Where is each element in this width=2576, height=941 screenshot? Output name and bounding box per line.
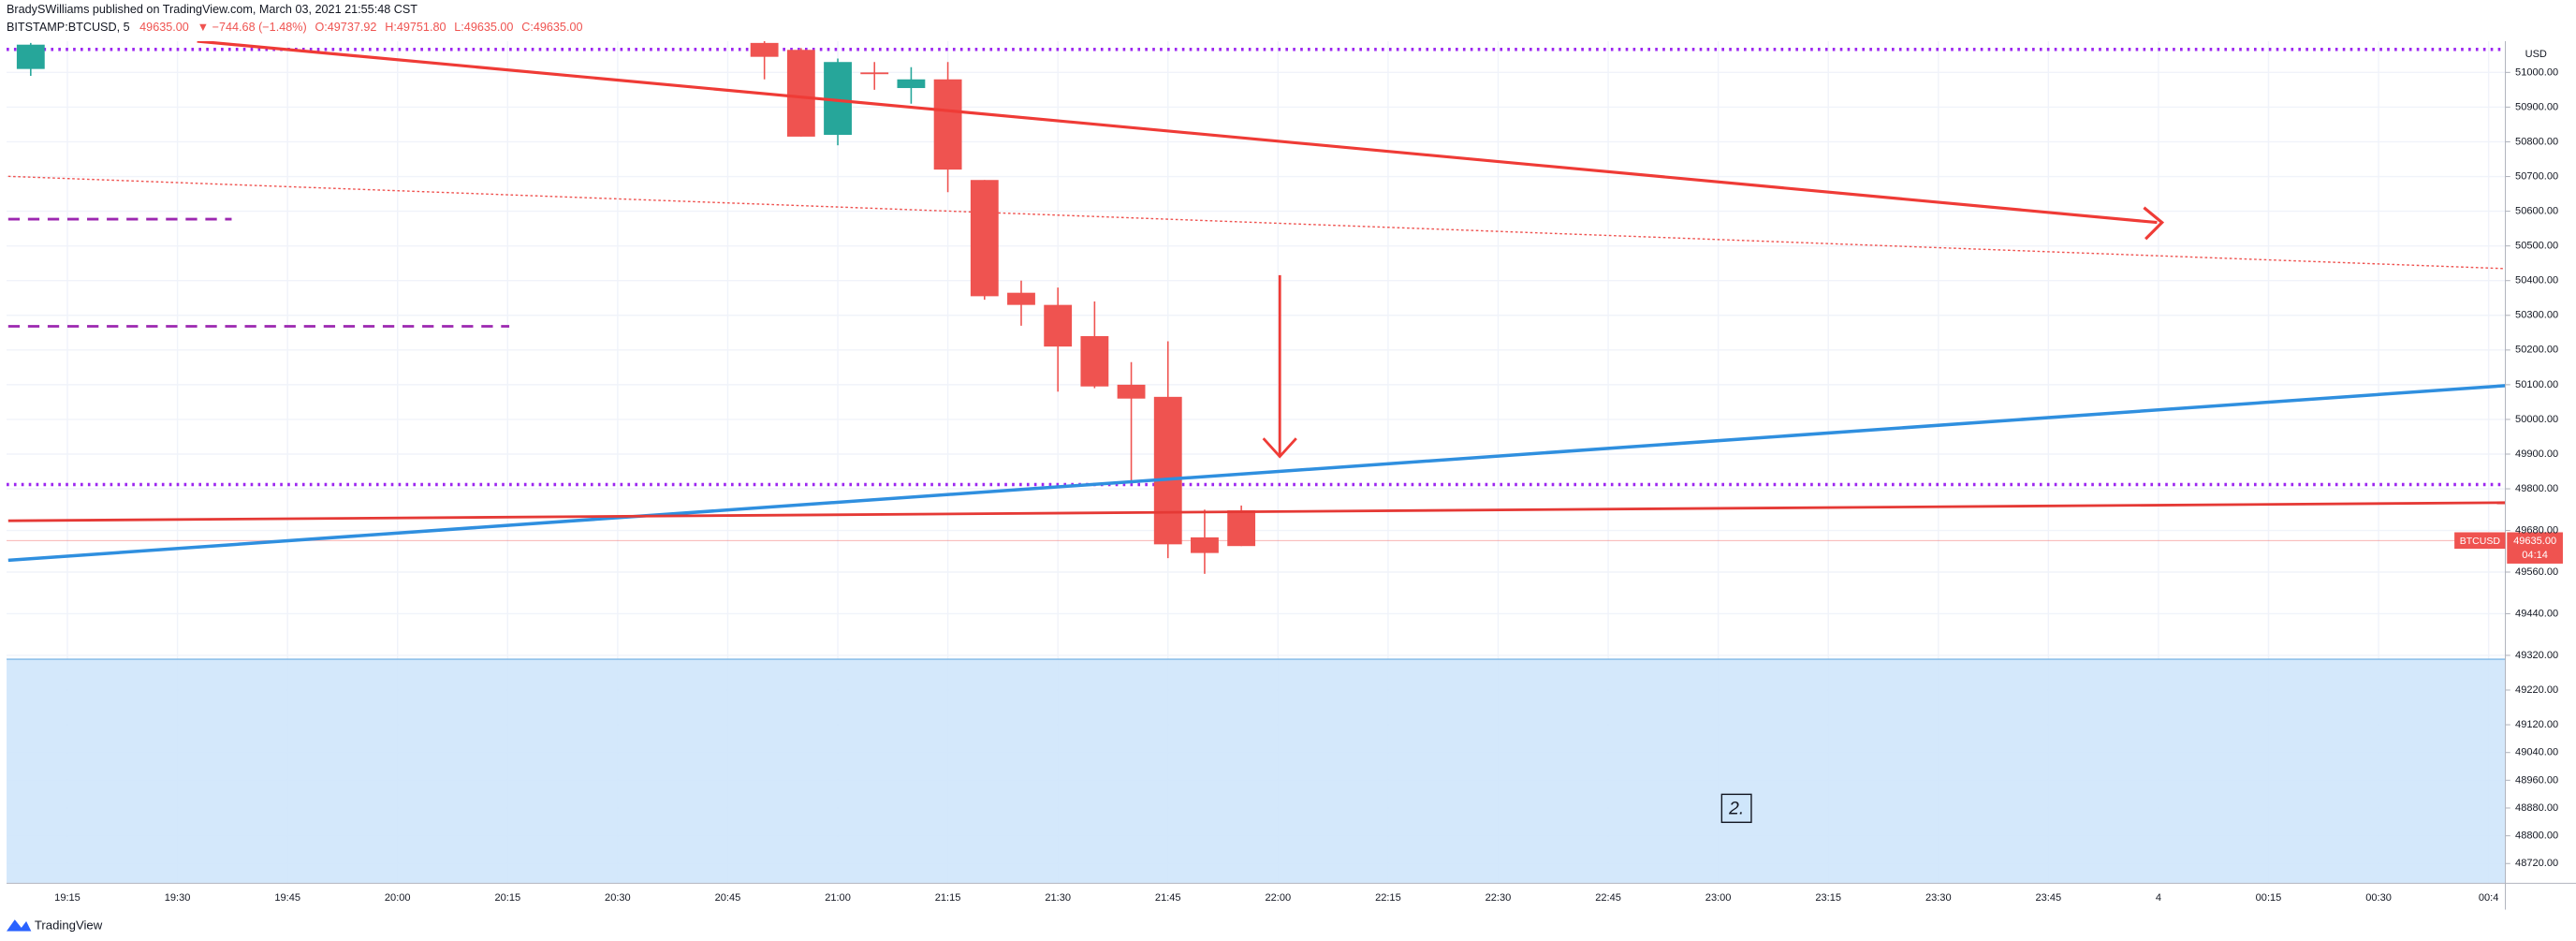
candle-body [1191, 537, 1219, 553]
y-tick-label: 48880.00 [2515, 802, 2558, 814]
y-tick-label: 50900.00 [2515, 101, 2558, 112]
y-tick-label: 50800.00 [2515, 136, 2558, 147]
y-tick-label: 50000.00 [2515, 414, 2558, 425]
x-tick-label: 23:15 [1815, 892, 1841, 904]
candles [16, 41, 1256, 574]
y-tick-label: 48800.00 [2515, 831, 2558, 842]
x-tick-label: 00:30 [2365, 892, 2392, 904]
y-tick-label: 49120.00 [2515, 719, 2558, 730]
y-tick-label: 50600.00 [2515, 205, 2558, 216]
candle-body [1007, 292, 1035, 305]
high: H:49751.80 [385, 21, 446, 34]
byline: BradySWilliams published on TradingView.… [7, 3, 417, 16]
x-tick-label: 21:15 [935, 892, 961, 904]
zone [7, 659, 2506, 884]
y-tick-label: 50500.00 [2515, 241, 2558, 252]
y-tick-label: 50400.00 [2515, 275, 2558, 287]
y-tick-label: 50100.00 [2515, 379, 2558, 390]
y-tick-label: 50300.00 [2515, 310, 2558, 321]
y-tick-label: 50200.00 [2515, 345, 2558, 356]
x-tick-label: 19:15 [54, 892, 80, 904]
zone-label-box [1720, 793, 1752, 823]
legend: BITSTAMP:BTCUSD, 5 49635.00 ▼ −744.68 (−… [7, 21, 582, 34]
y-tick-label: 51000.00 [2515, 66, 2558, 78]
y-tick-label: 49900.00 [2515, 448, 2558, 460]
candle-body [750, 42, 779, 57]
y-tick-label: 49040.00 [2515, 747, 2558, 758]
x-tick-label: 20:00 [385, 892, 411, 904]
x-tick-label: 23:00 [1705, 892, 1732, 904]
x-tick-label: 19:45 [274, 892, 300, 904]
candle-body [1227, 510, 1256, 547]
x-tick-label: 00:4 [2479, 892, 2499, 904]
brand: TradingView [35, 919, 103, 933]
candle-body [933, 79, 962, 170]
y-tick-label: 48960.00 [2515, 774, 2558, 786]
candle-body [1044, 304, 1073, 347]
y-tick-label: 49320.00 [2515, 650, 2558, 661]
y-tick-label: 49560.00 [2515, 566, 2558, 578]
x-tick-label: 00:15 [2256, 892, 2282, 904]
candle-body [1153, 396, 1182, 545]
drawings-top: 2. [7, 41, 2506, 823]
x-tick-label: 21:30 [1045, 892, 1071, 904]
zone-label: 2. [1728, 799, 1744, 818]
arrow-head [2143, 206, 2165, 241]
y-tick-label: 49220.00 [2515, 684, 2558, 696]
trend-blue [7, 384, 2506, 563]
open: O:49737.92 [315, 21, 376, 34]
x-tick-label: 22:45 [1595, 892, 1621, 904]
drawings [7, 48, 2506, 884]
symbol: BITSTAMP:BTCUSD, 5 [7, 21, 130, 34]
candle-body [860, 72, 889, 75]
candle-body [897, 79, 926, 89]
x-tick-label: 23:45 [2036, 892, 2062, 904]
x-tick-label: 22:00 [1266, 892, 1292, 904]
x-tick-label: 4 [2156, 892, 2161, 904]
change: ▼ −744.68 (−1.48%) [198, 21, 307, 34]
low: L:49635.00 [454, 21, 513, 34]
y-tick-label: 49440.00 [2515, 608, 2558, 619]
x-tick-label: 21:45 [1155, 892, 1181, 904]
countdown: 04:14 [2522, 550, 2548, 561]
candle-body [1117, 384, 1146, 399]
x-tick-label: 20:15 [494, 892, 520, 904]
x-tick-label: 23:30 [1925, 892, 1952, 904]
arrow-head [1262, 437, 1297, 459]
trend-red [7, 501, 2506, 522]
y-tick-label: 49800.00 [2515, 483, 2558, 494]
y-tick-label: 50700.00 [2515, 170, 2558, 182]
candle-body [1080, 335, 1109, 387]
symbol-tag-text: BTCUSD [2460, 536, 2501, 547]
trend-arrow [197, 41, 2158, 225]
candle-body [16, 44, 45, 69]
candle-body [786, 50, 815, 137]
x-tick-label: 22:30 [1486, 892, 1512, 904]
x-tick-label: 19:30 [165, 892, 191, 904]
currency: USD [2525, 49, 2547, 60]
price-tag-text: 49635.00 [2513, 536, 2556, 547]
brand-logo [7, 919, 32, 932]
close: C:49635.00 [521, 21, 582, 34]
symbol-tag [2454, 532, 2506, 550]
candle-body [970, 180, 999, 297]
x-tick-label: 20:45 [715, 892, 741, 904]
y-tick-label: 48720.00 [2515, 858, 2558, 869]
x-tick-label: 21:00 [825, 892, 851, 904]
x-tick-label: 20:30 [605, 892, 631, 904]
x-tick-label: 22:15 [1375, 892, 1401, 904]
price-tag [2507, 532, 2563, 564]
last: 49635.00 [139, 21, 189, 34]
y-tick-label: 49680.00 [2515, 524, 2558, 536]
